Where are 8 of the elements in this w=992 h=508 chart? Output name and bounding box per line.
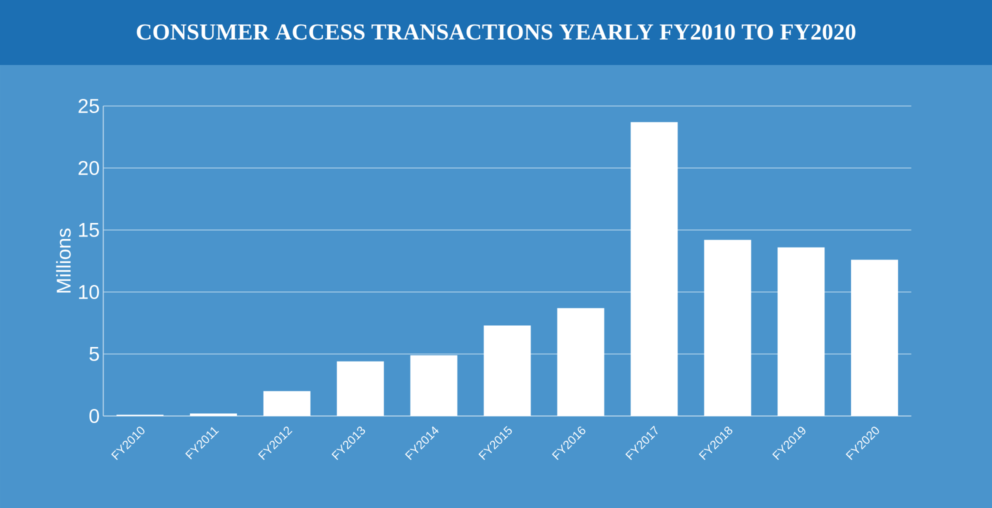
y-tick-label: 0 xyxy=(89,408,99,424)
y-tick-label: 10 xyxy=(79,284,99,300)
y-tick-label: 25 xyxy=(78,98,99,114)
y-axis-title: Millions xyxy=(56,228,71,293)
y-tick-label: 20 xyxy=(78,160,99,176)
chart-title: CONSUMER ACCESS TRANSACTIONS YEARLY FY2010 TO FY2020 xyxy=(136,24,856,40)
y-tick-label: 15 xyxy=(79,223,99,237)
y-tick-label: 5 xyxy=(89,347,99,361)
